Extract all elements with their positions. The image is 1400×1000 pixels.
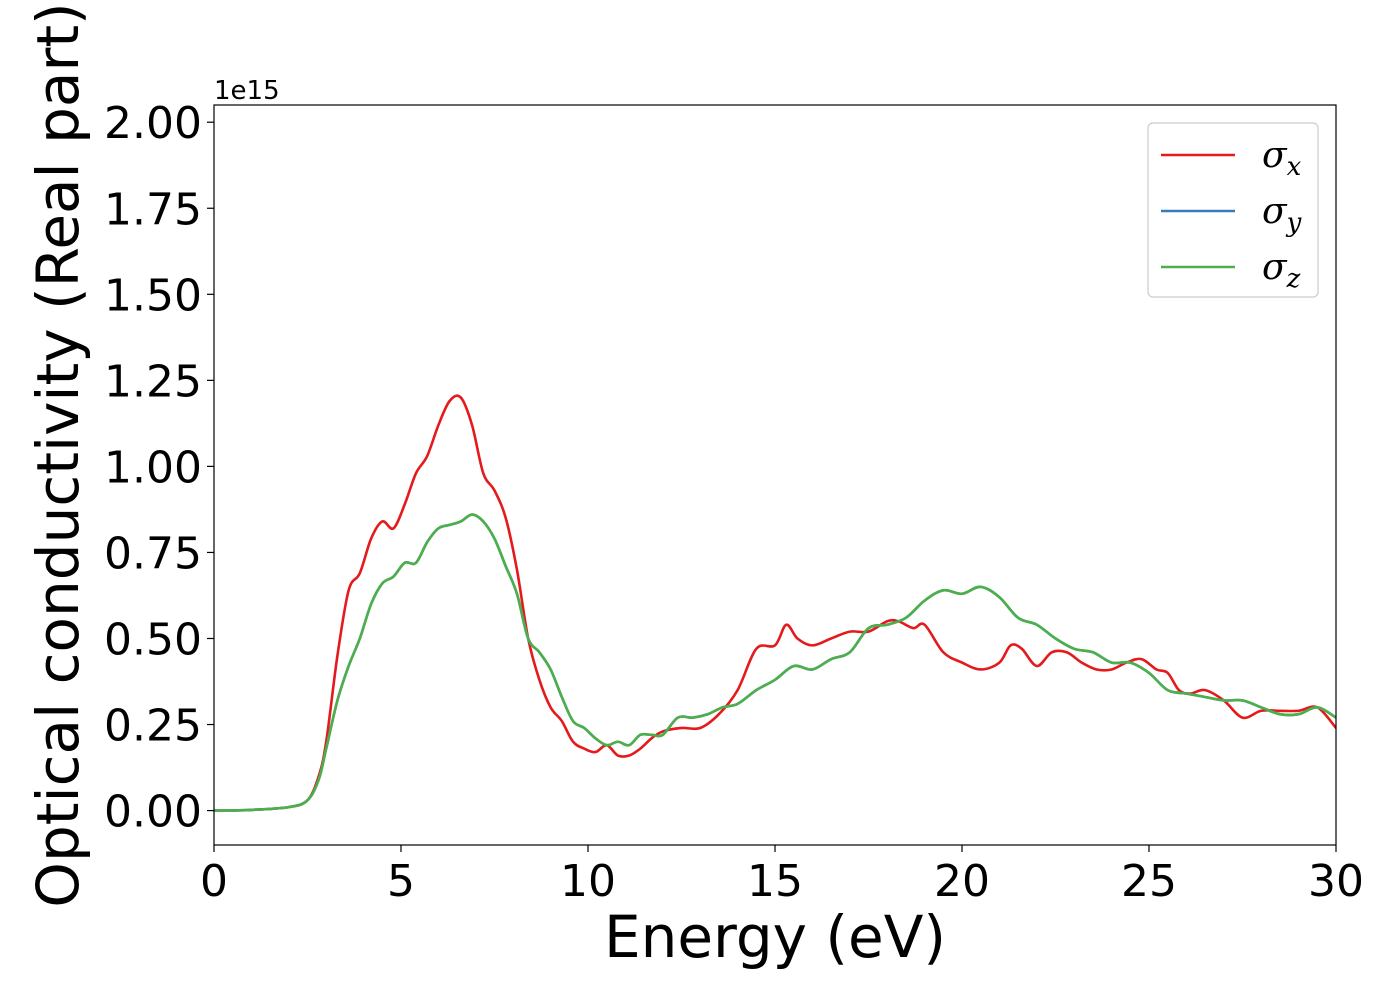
x-tick-label: 0 — [200, 856, 228, 907]
y-tick-label: 0.00 — [104, 787, 202, 838]
x-tick-label: 20 — [934, 856, 990, 907]
x-axis-label: Energy (eV) — [604, 903, 946, 971]
series-line-sigma-z — [214, 513, 1336, 812]
y-axis-ticks: 0.00 0.25 0.50 0.75 1.00 1.25 1.50 1.75 2.00 — [104, 98, 214, 838]
x-tick-label: 25 — [1121, 856, 1177, 907]
y-tick-label: 1.75 — [104, 184, 202, 235]
y-tick-label: 0.75 — [104, 528, 202, 579]
x-tick-label: 15 — [747, 856, 803, 907]
legend: σx σy σz — [1147, 122, 1319, 298]
y-axis-offset-text: 1e15 — [214, 76, 280, 106]
series-line-sigma-y — [214, 513, 1336, 812]
x-axis-ticks: 0 5 10 15 20 25 30 — [200, 845, 1364, 907]
legend-label-sigma-x: σx — [1262, 135, 1302, 182]
y-tick-label: 0.50 — [104, 614, 202, 665]
y-tick-label: 1.00 — [104, 442, 202, 493]
x-tick-label: 30 — [1308, 856, 1364, 907]
x-tick-label: 5 — [387, 856, 415, 907]
legend-label-sigma-z: σz — [1262, 247, 1301, 294]
y-tick-label: 1.25 — [104, 356, 202, 407]
x-tick-label: 10 — [560, 856, 616, 907]
plot-lines — [214, 394, 1336, 812]
legend-label-sigma-y: σy — [1262, 191, 1302, 238]
y-axis-label: Optical conductivity (Real part) — [24, 2, 92, 907]
y-tick-label: 2.00 — [104, 98, 202, 149]
y-tick-label: 1.50 — [104, 270, 202, 321]
y-tick-label: 0.25 — [104, 701, 202, 752]
series-line-sigma-x — [214, 394, 1336, 812]
